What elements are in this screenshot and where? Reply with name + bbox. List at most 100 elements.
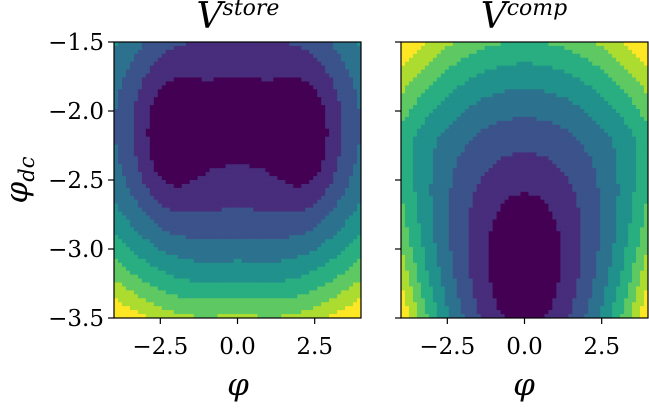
contour-cell — [158, 180, 163, 185]
contour-cell — [297, 77, 302, 82]
contour-cell — [257, 267, 262, 272]
contour-cell — [166, 70, 171, 75]
contour-cell — [130, 239, 135, 244]
contour-cell — [301, 298, 306, 303]
contour-cell — [162, 286, 167, 291]
contour-cell — [166, 275, 171, 280]
contour-cell — [321, 129, 326, 134]
contour-cell — [321, 109, 326, 114]
contour-cell — [194, 286, 199, 291]
contour-cell — [174, 192, 179, 197]
contour-cell — [624, 42, 629, 47]
contour-cell — [182, 227, 187, 232]
contour-cell — [301, 101, 306, 106]
contour-cell — [285, 208, 290, 213]
contour-cell — [325, 223, 330, 228]
contour-cell — [592, 50, 597, 55]
contour-cell — [413, 81, 418, 86]
contour-cell — [321, 125, 326, 130]
contour-cell — [257, 184, 262, 189]
contour-cell — [501, 58, 506, 63]
contour-cell — [182, 247, 187, 252]
contour-cell — [122, 168, 127, 173]
contour-cell — [297, 200, 302, 205]
contour-cell — [269, 251, 274, 256]
contour-cell — [309, 62, 314, 67]
contour-cell — [226, 239, 231, 244]
contour-cell — [628, 62, 633, 67]
contour-cell — [174, 46, 179, 51]
contour-cell — [453, 66, 458, 71]
contour-cell — [178, 180, 183, 185]
contour-cell — [329, 286, 334, 291]
contour-cell — [182, 137, 187, 142]
contour-cell — [317, 105, 322, 110]
contour-cell — [170, 113, 175, 118]
contour-cell — [253, 113, 258, 118]
contour-cell — [285, 290, 290, 295]
contour-cell — [182, 310, 187, 315]
contour-cell — [230, 283, 235, 288]
contour-cell — [345, 121, 350, 126]
contour-cell — [325, 286, 330, 291]
contour-cell — [277, 105, 282, 110]
contour-cell — [433, 42, 438, 47]
contour-cell — [253, 223, 258, 228]
contour-cell — [453, 50, 458, 55]
contour-cell — [126, 263, 131, 268]
contour-cell — [130, 164, 135, 169]
contour-cell — [230, 172, 235, 177]
contour-cell — [281, 50, 286, 55]
contour-cell — [166, 302, 171, 307]
contour-cell — [337, 117, 342, 122]
contour-cell — [261, 255, 266, 260]
contour-cell — [329, 235, 334, 240]
contour-cell — [329, 160, 334, 165]
contour-cell — [329, 93, 334, 98]
contour-cell — [333, 50, 338, 55]
contour-cell — [305, 263, 310, 268]
contour-cell — [341, 219, 346, 224]
contour-cell — [293, 152, 298, 157]
contour-cell — [130, 172, 135, 177]
contour-cell — [281, 141, 286, 146]
contour-cell — [297, 85, 302, 90]
contour-cell — [552, 62, 557, 67]
contour-cell — [301, 302, 306, 307]
contour-cell — [122, 235, 127, 240]
contour-cell — [206, 290, 211, 295]
contour-cell — [349, 259, 354, 264]
contour-cell — [190, 164, 195, 169]
contour-cell — [198, 200, 203, 205]
contour-cell — [122, 156, 127, 161]
contour-cell — [345, 113, 350, 118]
contour-cell — [309, 192, 314, 197]
contour-cell — [608, 46, 613, 51]
contour-cell — [489, 70, 494, 75]
contour-cell — [194, 200, 199, 205]
contour-cell — [353, 235, 358, 240]
contour-cell — [134, 196, 139, 201]
contour-cell — [461, 62, 466, 67]
contour-cell — [273, 231, 278, 236]
contour-cell — [305, 286, 310, 291]
contour-cell — [206, 259, 211, 264]
contour-cell — [245, 235, 250, 240]
contour-cell — [301, 204, 306, 209]
contour-cell — [245, 117, 250, 122]
contour-cell — [202, 196, 207, 201]
contour-cell — [273, 133, 278, 138]
contour-cell — [313, 137, 318, 142]
contour-cell — [138, 93, 143, 98]
contour-cell — [297, 42, 302, 47]
contour-cell — [226, 286, 231, 291]
contour-cell — [277, 148, 282, 153]
contour-cell — [321, 160, 326, 165]
contour-cell — [588, 54, 593, 59]
contour-cell — [580, 58, 585, 63]
contour-cell — [273, 58, 278, 63]
contour-cell — [174, 58, 179, 63]
contour-cell — [245, 188, 250, 193]
contour-cell — [162, 164, 167, 169]
contour-cell — [325, 192, 330, 197]
